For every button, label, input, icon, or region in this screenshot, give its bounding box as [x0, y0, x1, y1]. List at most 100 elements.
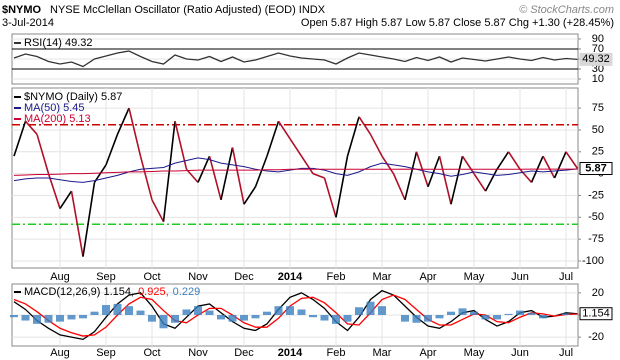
histogram-bar: [562, 313, 570, 315]
histogram-bar: [343, 315, 352, 322]
histogram-bar: [516, 310, 524, 315]
line-segment: [553, 151, 567, 179]
line-segment: [484, 168, 498, 192]
line-segment: [312, 172, 325, 179]
x-tick-label: Apr: [419, 347, 436, 359]
symbol: $NYMO: [2, 4, 42, 16]
histogram-bar: [539, 315, 547, 319]
x-tick-label: Oct: [143, 347, 160, 359]
histogram-bar: [194, 306, 202, 315]
line-segment: [507, 151, 521, 170]
histogram-bar: [274, 306, 283, 315]
line-segment: [300, 155, 314, 175]
line-segment: [59, 190, 73, 210]
y-tick-label: 50: [592, 124, 604, 136]
histogram-bar: [79, 315, 87, 319]
histogram-bar: [102, 305, 110, 315]
line-segment: [220, 147, 234, 201]
histogram-bar: [286, 306, 294, 315]
x-tick-label: Jun: [511, 271, 529, 283]
histogram-bar: [481, 315, 490, 320]
x-tick-label: Aug: [50, 347, 70, 359]
histogram-bar: [205, 310, 214, 315]
legend-label: RSI(14) 49.32: [24, 37, 92, 49]
legend-label: $NYMO (Daily) 5.87: [24, 91, 122, 103]
histogram-bar: [228, 315, 237, 322]
line-segment: [185, 168, 199, 183]
x-tick-label: Jun: [511, 347, 529, 359]
line-segment: [335, 156, 349, 218]
legend-label: MACD(12,26,9) 1.154,: [24, 286, 134, 298]
histogram-bar: [470, 311, 478, 315]
line-segment: [346, 116, 360, 157]
histogram-bar: [33, 315, 41, 324]
histogram-bar: [527, 312, 536, 315]
histogram-bar: [90, 311, 99, 315]
x-tick-label: Nov: [188, 347, 208, 359]
line-segment: [82, 182, 96, 257]
line-segment: [105, 134, 119, 166]
line-segment: [70, 190, 84, 257]
line-segment: [473, 173, 487, 192]
line: [13, 168, 578, 176]
histogram-bar: [493, 315, 501, 320]
histogram-bar: [366, 301, 375, 315]
x-tick-label: 2014: [278, 347, 303, 359]
x-tick-label: Dec: [234, 347, 254, 359]
x-tick-label: Dec: [234, 271, 254, 283]
line-segment: [197, 155, 211, 183]
line-segment: [438, 155, 452, 205]
histogram-bar: [56, 315, 64, 322]
line-segment: [13, 120, 27, 157]
x-tick-label: May: [464, 347, 485, 359]
y-tick-label: -100: [582, 255, 604, 267]
line-segment: [565, 151, 579, 169]
line-segment: [243, 186, 257, 205]
histogram-bar: [113, 303, 122, 315]
histogram-bar: [251, 315, 260, 319]
value-box: [579, 52, 613, 66]
histogram-bar: [297, 309, 306, 315]
source: © StockCharts.com: [519, 4, 614, 16]
histogram-bar: [401, 315, 409, 322]
line-segment: [231, 147, 245, 205]
line-segment: [542, 155, 556, 179]
x-tick-label: Sep: [96, 271, 116, 283]
line-segment: [128, 107, 142, 157]
line-segment: [277, 120, 291, 140]
line-segment: [254, 155, 268, 188]
histogram-bar: [182, 309, 191, 315]
histogram-bar: [447, 311, 455, 315]
x-tick-label: Oct: [143, 271, 160, 283]
line-segment: [93, 164, 107, 183]
y-tick-label: 75: [592, 102, 604, 114]
x-tick-label: Jul: [559, 271, 573, 283]
y-tick-label: -50: [588, 211, 604, 223]
x-tick-label: Jul: [559, 347, 573, 359]
line-segment: [47, 173, 61, 209]
histogram-bar: [21, 315, 30, 321]
histogram-bar: [504, 313, 513, 315]
legend-label: 0.925,: [138, 286, 169, 298]
line-segment: [151, 199, 165, 223]
line-segment: [404, 151, 418, 201]
y-tick-label: 70: [592, 43, 604, 55]
line: [13, 294, 578, 337]
chart-title: NYSE McClellan Oscillator (Ratio Adjuste…: [50, 4, 326, 16]
line-segment: [36, 134, 50, 174]
x-tick-label: Mar: [373, 347, 392, 359]
x-tick-label: Sep: [96, 347, 116, 359]
line-segment: [139, 155, 153, 201]
line-segment: [450, 155, 464, 205]
value-label: 1.154: [582, 308, 610, 320]
histogram-bar: [159, 315, 168, 329]
histogram-bar: [332, 315, 340, 324]
line-segment: [358, 116, 372, 135]
line-segment: [461, 155, 475, 175]
y-tick-label: -75: [588, 233, 604, 245]
line-segment: [289, 138, 303, 157]
x-tick-label: Apr: [419, 271, 436, 283]
line-segment: [266, 120, 280, 157]
histogram-bar: [378, 306, 386, 315]
legend-label: MA(50) 5.45: [24, 102, 85, 114]
